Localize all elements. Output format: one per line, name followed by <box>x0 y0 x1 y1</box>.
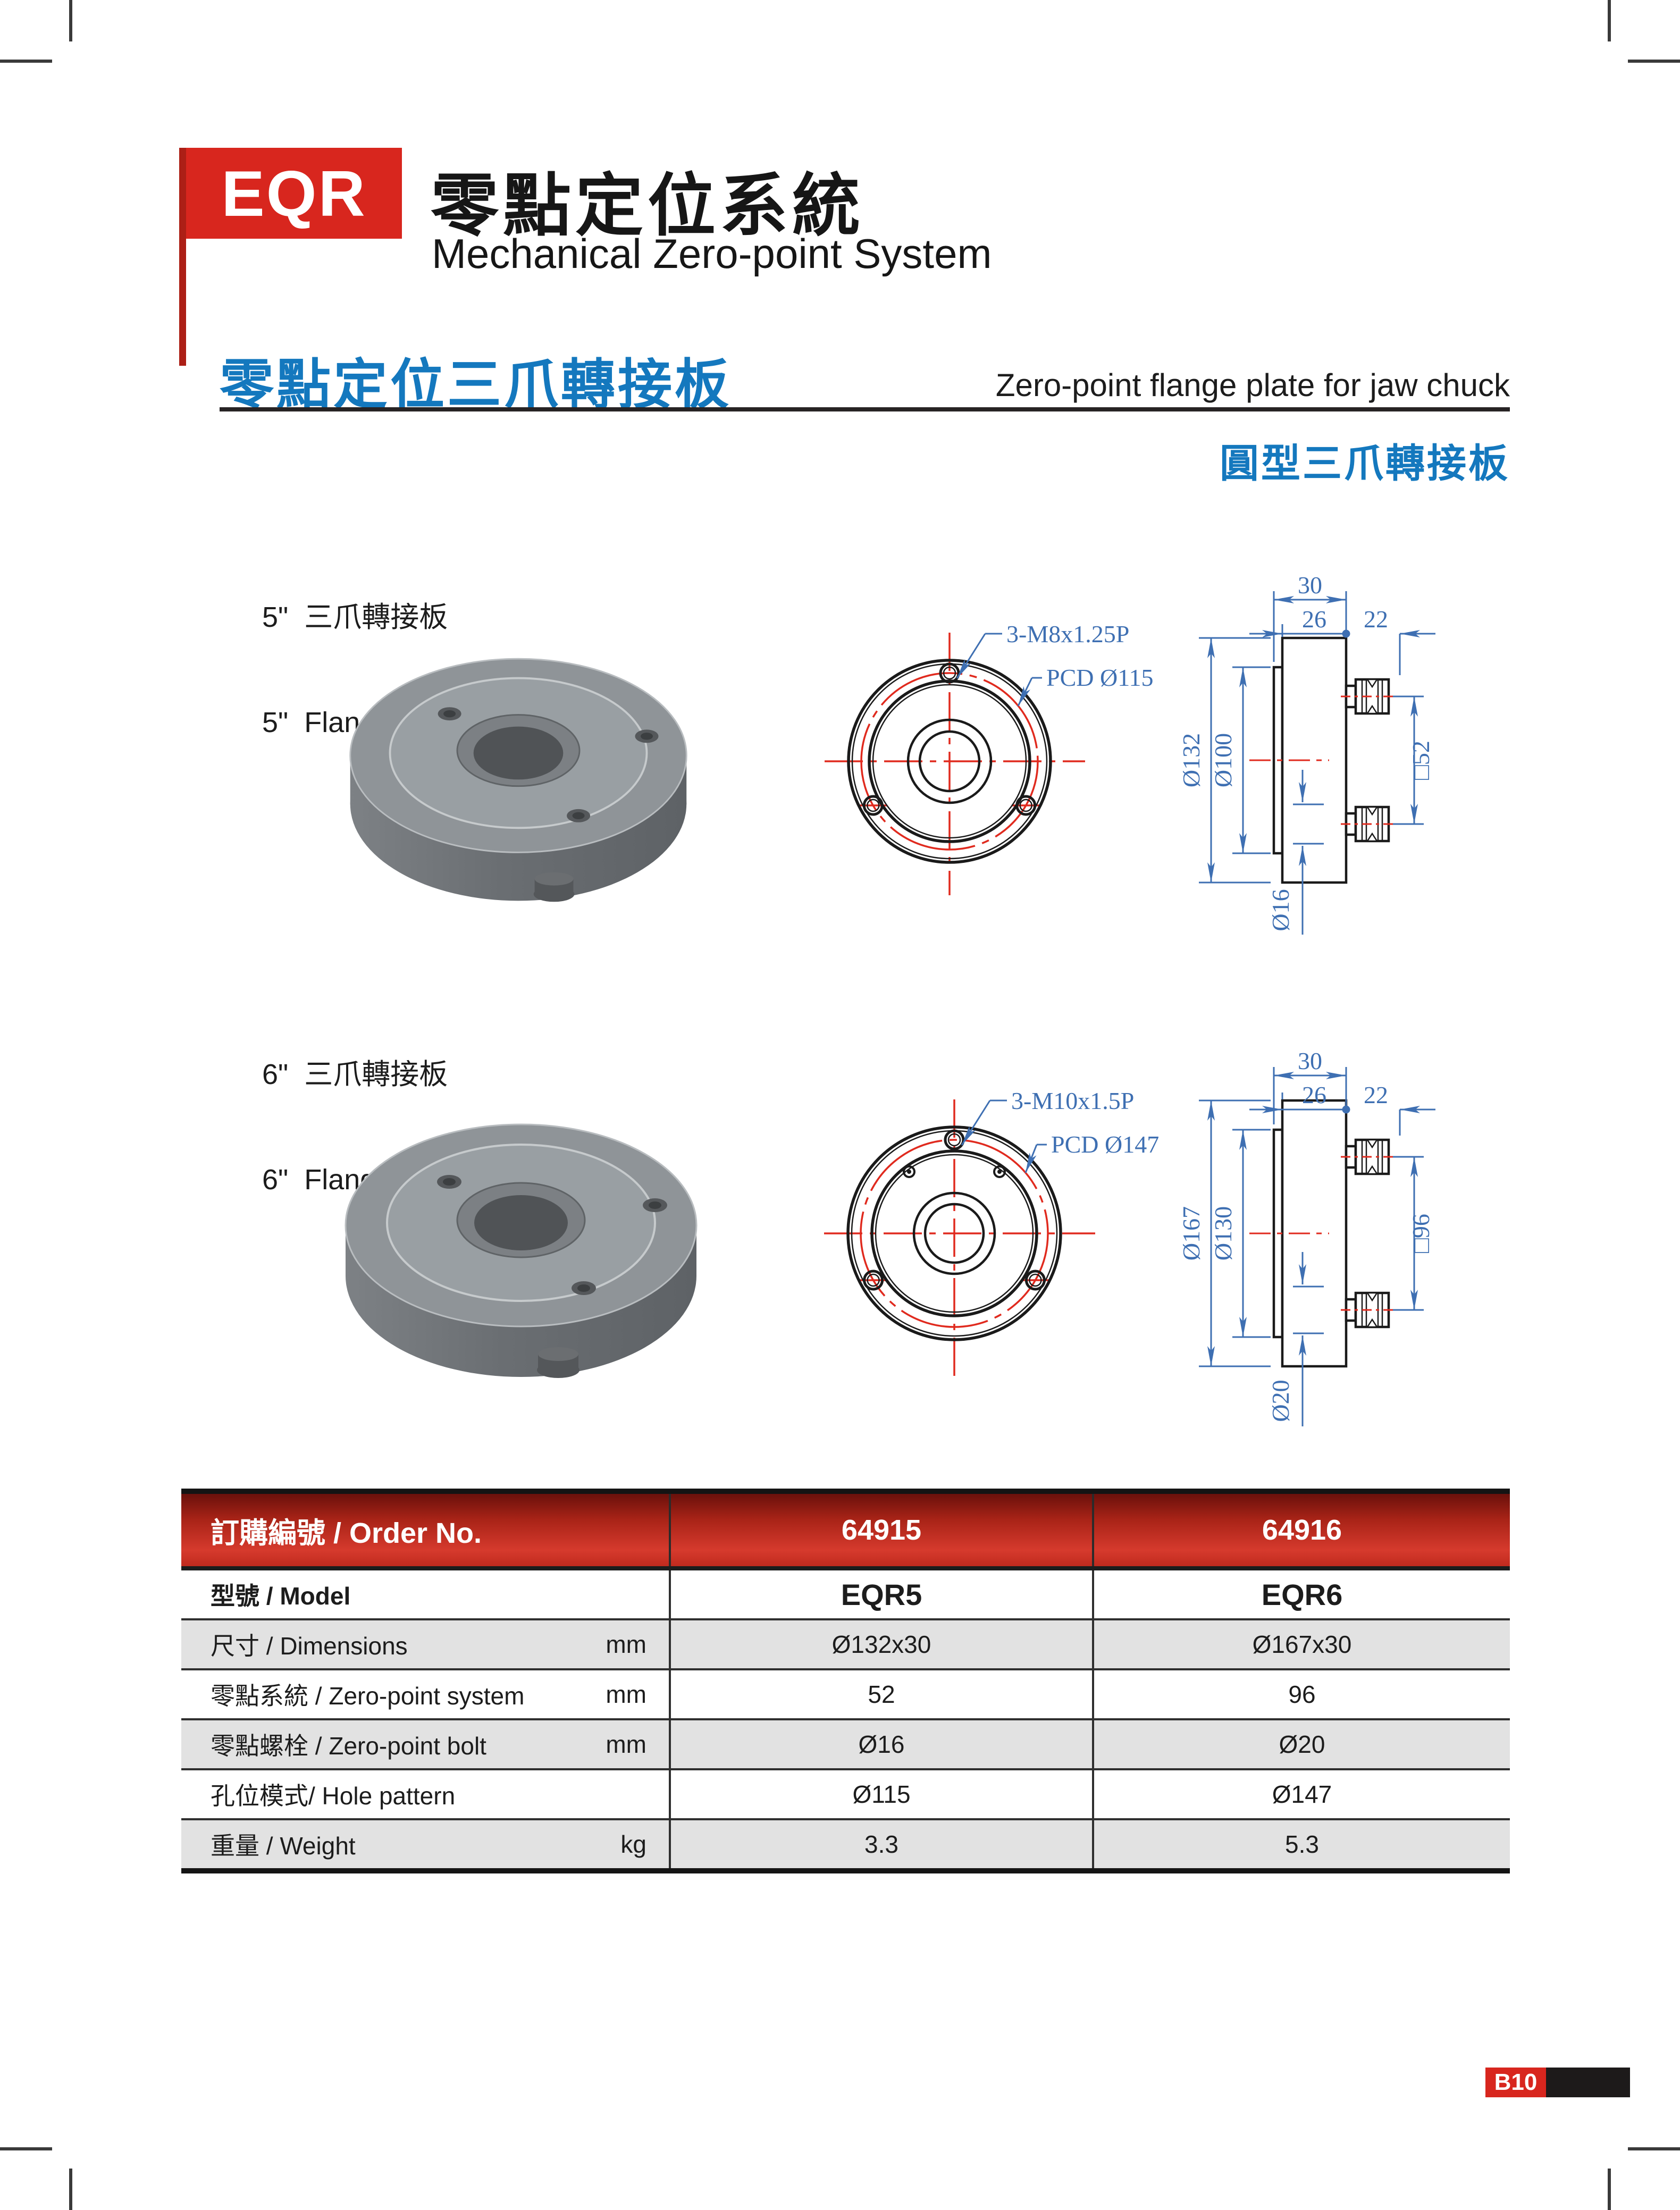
dim-square-6in: □96 <box>1407 1214 1434 1253</box>
part-outline <box>846 1125 1062 1341</box>
row-label: 孔位模式/ Hole pattern <box>211 1782 456 1810</box>
stud-upper <box>1345 678 1390 715</box>
page-number: B10 <box>1494 2069 1538 2095</box>
drawing-front-view-5in: 3-M8x1.25P PCD Ø115 <box>825 620 1154 895</box>
section-subheading-zh: 圓型三爪轉接板 <box>1220 441 1510 485</box>
crop-mark-top-right-h <box>1628 60 1680 63</box>
row-value-2: EQR6 <box>1092 1570 1510 1618</box>
render-3d-flange-6in <box>330 1082 712 1401</box>
heading-divider <box>220 407 1510 411</box>
dim-pilot-6in: Ø130 <box>1209 1206 1237 1261</box>
dim-square-5in: □52 <box>1407 741 1434 780</box>
row-label: 零點系統 / Zero-point system <box>211 1682 525 1710</box>
thread-callout-5in: 3-M8x1.25P <box>1006 620 1129 648</box>
row-label: 尺寸 / Dimensions <box>211 1632 408 1660</box>
order-no-1: 64915 <box>669 1494 1092 1566</box>
dim-width-total-6in: 30 <box>1298 1047 1322 1074</box>
crop-mark-bottom-left-h <box>0 2147 52 2150</box>
product-5in-label-zh: 5" 三爪轉接板 <box>262 601 448 633</box>
dim-bolt-5in: Ø16 <box>1267 889 1294 931</box>
table-header-separator <box>181 1566 1510 1570</box>
page-title-en: Mechanical Zero-point System <box>432 230 992 277</box>
row-value-1: EQR5 <box>669 1570 1092 1618</box>
row-value-2: 5.3 <box>1092 1820 1510 1868</box>
row-value-1: 52 <box>669 1670 1092 1718</box>
dim-width-stud-5in: 22 <box>1364 606 1388 633</box>
table-body: 型號 / Model EQR5 EQR6 尺寸 / Dimensions mm Ø… <box>181 1570 1510 1868</box>
table-row-weight: 重量 / Weight kg 3.3 5.3 <box>181 1820 1510 1868</box>
table-header-label: 訂購編號 / Order No. <box>211 1517 482 1549</box>
table-row-model: 型號 / Model EQR5 EQR6 <box>181 1570 1510 1620</box>
section-heading-zh: 零點定位三爪轉接板 <box>220 355 732 415</box>
series-code: EQR <box>221 157 367 230</box>
stud-lower <box>1345 1291 1390 1329</box>
drawing-side-view-5in: 30 26 22 Ø132 Ø100 □52 Ø16 <box>1178 572 1435 935</box>
page-number-badge: B10 <box>1485 2068 1546 2097</box>
table-row-zero-point-bolt: 零點螺栓 / Zero-point bolt mm Ø16 Ø20 <box>181 1720 1510 1770</box>
pcd-callout-5in: PCD Ø115 <box>1046 664 1154 691</box>
dimension-lines <box>1199 1067 1435 1426</box>
order-no-2: 64916 <box>1092 1494 1510 1566</box>
series-badge: EQR <box>186 148 402 239</box>
centerlines <box>1249 1156 1401 1311</box>
part-outline <box>1272 1099 1390 1368</box>
product-6in-label-zh: 6" 三爪轉接板 <box>262 1058 448 1090</box>
table-header-row: 訂購編號 / Order No. 64915 64916 <box>181 1494 1510 1566</box>
crop-mark-top-left-v <box>69 0 72 41</box>
page-title-zh: 零點定位系統 <box>431 168 865 244</box>
centerlines <box>1249 695 1401 825</box>
pcd-callout-6in: PCD Ø147 <box>1051 1131 1159 1158</box>
crop-mark-top-right-v <box>1608 0 1611 41</box>
spec-table: 訂購編號 / Order No. 64915 64916 型號 / Model … <box>181 1489 1510 1873</box>
drawing-side-view-6in: 30 26 22 Ø167 Ø130 □96 Ø20 <box>1178 1047 1435 1426</box>
row-label: 零點螺栓 / Zero-point bolt <box>211 1732 486 1760</box>
dim-width-stud-6in: 22 <box>1364 1081 1388 1108</box>
row-value-2: 96 <box>1092 1670 1510 1718</box>
render-3d-flange-5in <box>335 627 702 914</box>
row-label: 重量 / Weight <box>211 1832 356 1860</box>
table-row-zero-point-system: 零點系統 / Zero-point system mm 52 96 <box>181 1670 1510 1720</box>
table-bottom-border <box>181 1868 1510 1873</box>
crop-mark-bottom-right-h <box>1628 2147 1680 2150</box>
dim-outer-5in: Ø132 <box>1178 733 1205 787</box>
row-value-1: Ø115 <box>669 1770 1092 1818</box>
row-unit: kg <box>620 1830 646 1858</box>
section-heading-en: Zero-point flange plate for jaw chuck <box>995 367 1510 403</box>
row-label: 型號 / Model <box>211 1582 351 1610</box>
dim-width-body-5in: 26 <box>1302 606 1326 633</box>
row-value-1: Ø16 <box>669 1720 1092 1768</box>
dimension-lines <box>1199 591 1435 935</box>
row-unit: mm <box>606 1680 646 1708</box>
row-unit: mm <box>606 1730 646 1758</box>
dim-outer-6in: Ø167 <box>1178 1206 1205 1261</box>
row-value-2: Ø147 <box>1092 1770 1510 1818</box>
row-value-1: Ø132x30 <box>669 1620 1092 1668</box>
crop-mark-bottom-right-v <box>1608 2169 1611 2210</box>
dim-bolt-6in: Ø20 <box>1267 1380 1294 1422</box>
brand-flag-pole <box>179 148 186 366</box>
row-value-1: 3.3 <box>669 1820 1092 1868</box>
table-row-hole-pattern: 孔位模式/ Hole pattern Ø115 Ø147 <box>181 1770 1510 1820</box>
part-outline <box>847 659 1052 864</box>
product-6in-label: 6" 三爪轉接板 6" Flange plate <box>262 987 462 1267</box>
row-value-2: Ø167x30 <box>1092 1620 1510 1668</box>
dim-width-body-6in: 26 <box>1302 1081 1326 1108</box>
crop-mark-top-left-h <box>0 60 52 63</box>
dim-width-total-5in: 30 <box>1298 572 1322 599</box>
row-unit: mm <box>606 1631 646 1658</box>
drawing-front-view-6in: 3-M10x1.5P PCD Ø147 <box>824 1087 1159 1378</box>
leader-lines <box>956 633 1042 707</box>
page-badge-bar <box>1546 2068 1630 2097</box>
table-top-border <box>181 1489 1510 1494</box>
row-value-2: Ø20 <box>1092 1720 1510 1768</box>
leader-lines <box>961 1099 1047 1173</box>
crop-mark-bottom-left-v <box>69 2169 72 2210</box>
dim-pilot-5in: Ø100 <box>1209 733 1237 787</box>
thread-callout-6in: 3-M10x1.5P <box>1011 1087 1134 1114</box>
table-row-dimensions: 尺寸 / Dimensions mm Ø132x30 Ø167x30 <box>181 1620 1510 1670</box>
